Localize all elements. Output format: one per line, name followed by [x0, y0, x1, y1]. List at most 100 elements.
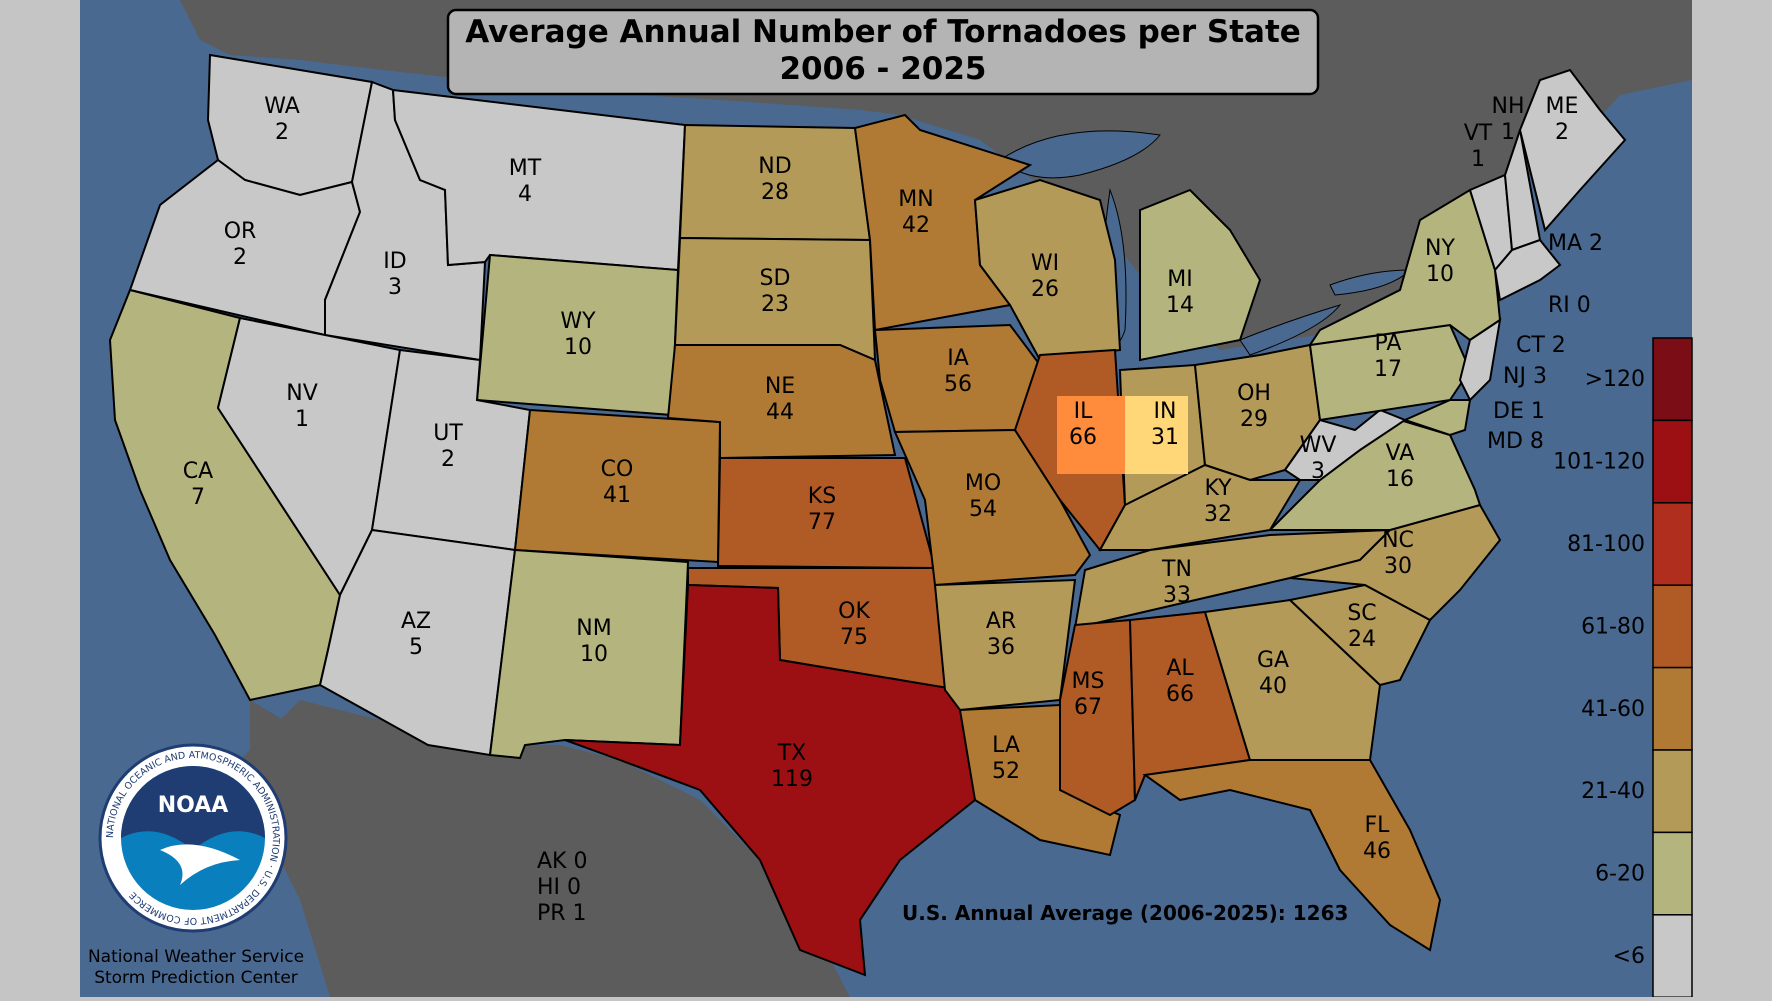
- state-value-mt: 4: [518, 182, 532, 207]
- state-value-fl: 46: [1363, 839, 1391, 864]
- state-label-or: OR: [224, 219, 257, 244]
- state-value-nc: 30: [1384, 554, 1412, 579]
- state-value-wi: 26: [1031, 277, 1059, 302]
- territory-hi: HI 0: [537, 875, 581, 900]
- small-state-label-de: DE 1: [1493, 399, 1545, 424]
- legend-label-5: 21-40: [1581, 779, 1645, 804]
- state-value-nm: 10: [580, 642, 608, 667]
- state-label-nd: ND: [758, 154, 791, 179]
- state-label-az: AZ: [401, 609, 431, 634]
- state-value-me: 2: [1555, 120, 1569, 145]
- baja-peninsula: [250, 700, 390, 997]
- state-value-wy: 10: [564, 335, 592, 360]
- state-value-ms: 67: [1074, 695, 1102, 720]
- state-label-al: AL: [1166, 656, 1194, 681]
- state-label-fl: FL: [1365, 813, 1391, 838]
- state-ar: [933, 578, 1077, 712]
- state-label-mn: MN: [898, 187, 933, 212]
- state-label-me: ME: [1546, 94, 1579, 119]
- mexico-land: [240, 700, 850, 997]
- state-ny: [1307, 188, 1502, 347]
- left-margin: [0, 0, 80, 997]
- right-margin: [1692, 0, 1772, 997]
- legend-swatch-4: [1652, 666, 1693, 751]
- state-label-wa: WA: [264, 94, 300, 119]
- state-mi: [1139, 188, 1262, 362]
- state-label-mo: MO: [965, 471, 1001, 496]
- state-label-ga: GA: [1257, 648, 1289, 673]
- state-label-ms: MS: [1072, 669, 1105, 694]
- state-label-wy: WY: [560, 309, 596, 334]
- state-label-ok: OK: [838, 599, 870, 624]
- state-label-sc: SC: [1347, 601, 1376, 626]
- legend-swatch-3: [1652, 584, 1693, 669]
- state-label-ia: IA: [947, 346, 969, 371]
- legend-swatch-5: [1652, 749, 1693, 834]
- legend-label-7: <6: [1613, 944, 1645, 969]
- small-state-label-ma: MA 2: [1548, 231, 1603, 256]
- state-value-ky: 32: [1204, 502, 1232, 527]
- legend-swatch-2: [1652, 502, 1693, 586]
- state-value-al: 66: [1166, 682, 1194, 707]
- state-label-nm: NM: [576, 616, 611, 641]
- state-value-tn: 33: [1163, 583, 1191, 608]
- state-nj: [1458, 317, 1502, 402]
- state-value-nv: 1: [295, 407, 309, 432]
- state-label-va: VA: [1386, 441, 1415, 466]
- territory-pr: PR 1: [537, 901, 587, 926]
- state-label-oh: OH: [1237, 381, 1271, 406]
- state-value-va: 16: [1386, 467, 1414, 492]
- legend: >120 101-120 81-100 61-80 41-60 21-40 6-20 <6: [1553, 337, 1693, 998]
- state-ne: [666, 344, 897, 460]
- state-value-or: 2: [233, 245, 247, 270]
- state-value-ks: 77: [808, 510, 836, 535]
- legend-label-0: >120: [1585, 367, 1645, 392]
- state-wi: [973, 178, 1122, 362]
- state-label-pa: PA: [1375, 331, 1402, 356]
- territory-values: AK 0HI 0PR 1: [537, 849, 587, 926]
- map-subtitle: 2006 - 2025: [779, 51, 986, 87]
- state-label-nv: NV: [286, 381, 318, 406]
- state-ga: [1203, 598, 1382, 761]
- state-md: [1402, 399, 1472, 437]
- national-average: U.S. Annual Average (2006-2025): 1263: [902, 901, 1348, 925]
- state-value-pa: 17: [1374, 357, 1402, 382]
- territory-ak: AK 0: [537, 849, 587, 874]
- highlight-box-in: [1125, 396, 1188, 474]
- state-value-ne: 44: [766, 400, 794, 425]
- legend-swatch-1: [1652, 419, 1693, 504]
- state-label-nc: NC: [1382, 528, 1414, 553]
- state-value-mn: 42: [902, 213, 930, 238]
- state-label-vt: VT: [1464, 121, 1493, 146]
- state-value-il: 66: [1069, 425, 1097, 450]
- state-value-tx: 119: [771, 767, 813, 792]
- state-value-az: 5: [409, 635, 423, 660]
- state-label-mi: MI: [1167, 267, 1192, 292]
- state-value-ia: 56: [944, 372, 972, 397]
- legend-label-1: 101-120: [1553, 450, 1645, 475]
- state-label-nh: NH: [1492, 94, 1525, 119]
- legend-label-3: 61-80: [1581, 614, 1645, 639]
- legend-swatch-0: [1652, 337, 1693, 422]
- small-state-label-ri: RI 0: [1548, 293, 1591, 318]
- legend-swatch-7: [1652, 914, 1693, 998]
- state-tx: [564, 583, 977, 977]
- state-label-ut: UT: [433, 421, 463, 446]
- state-value-ar: 36: [987, 635, 1015, 660]
- state-value-vt: 1: [1471, 147, 1485, 172]
- credit-line-2: Storm Prediction Center: [94, 968, 298, 988]
- state-value-la: 52: [992, 759, 1020, 784]
- state-value-id: 3: [388, 275, 402, 300]
- state-nc: [1289, 503, 1502, 622]
- state-label-id: ID: [383, 249, 406, 274]
- state-value-ok: 75: [840, 625, 868, 650]
- legend-swatch-6: [1652, 831, 1693, 916]
- state-value-wv: 3: [1311, 459, 1325, 484]
- state-value-ga: 40: [1259, 674, 1287, 699]
- state-value-mi: 14: [1166, 293, 1194, 318]
- credit-line-1: National Weather Service: [88, 947, 304, 967]
- state-value-ut: 2: [441, 447, 455, 472]
- state-label-wv: WV: [1300, 433, 1337, 458]
- state-label-tn: TN: [1161, 557, 1192, 582]
